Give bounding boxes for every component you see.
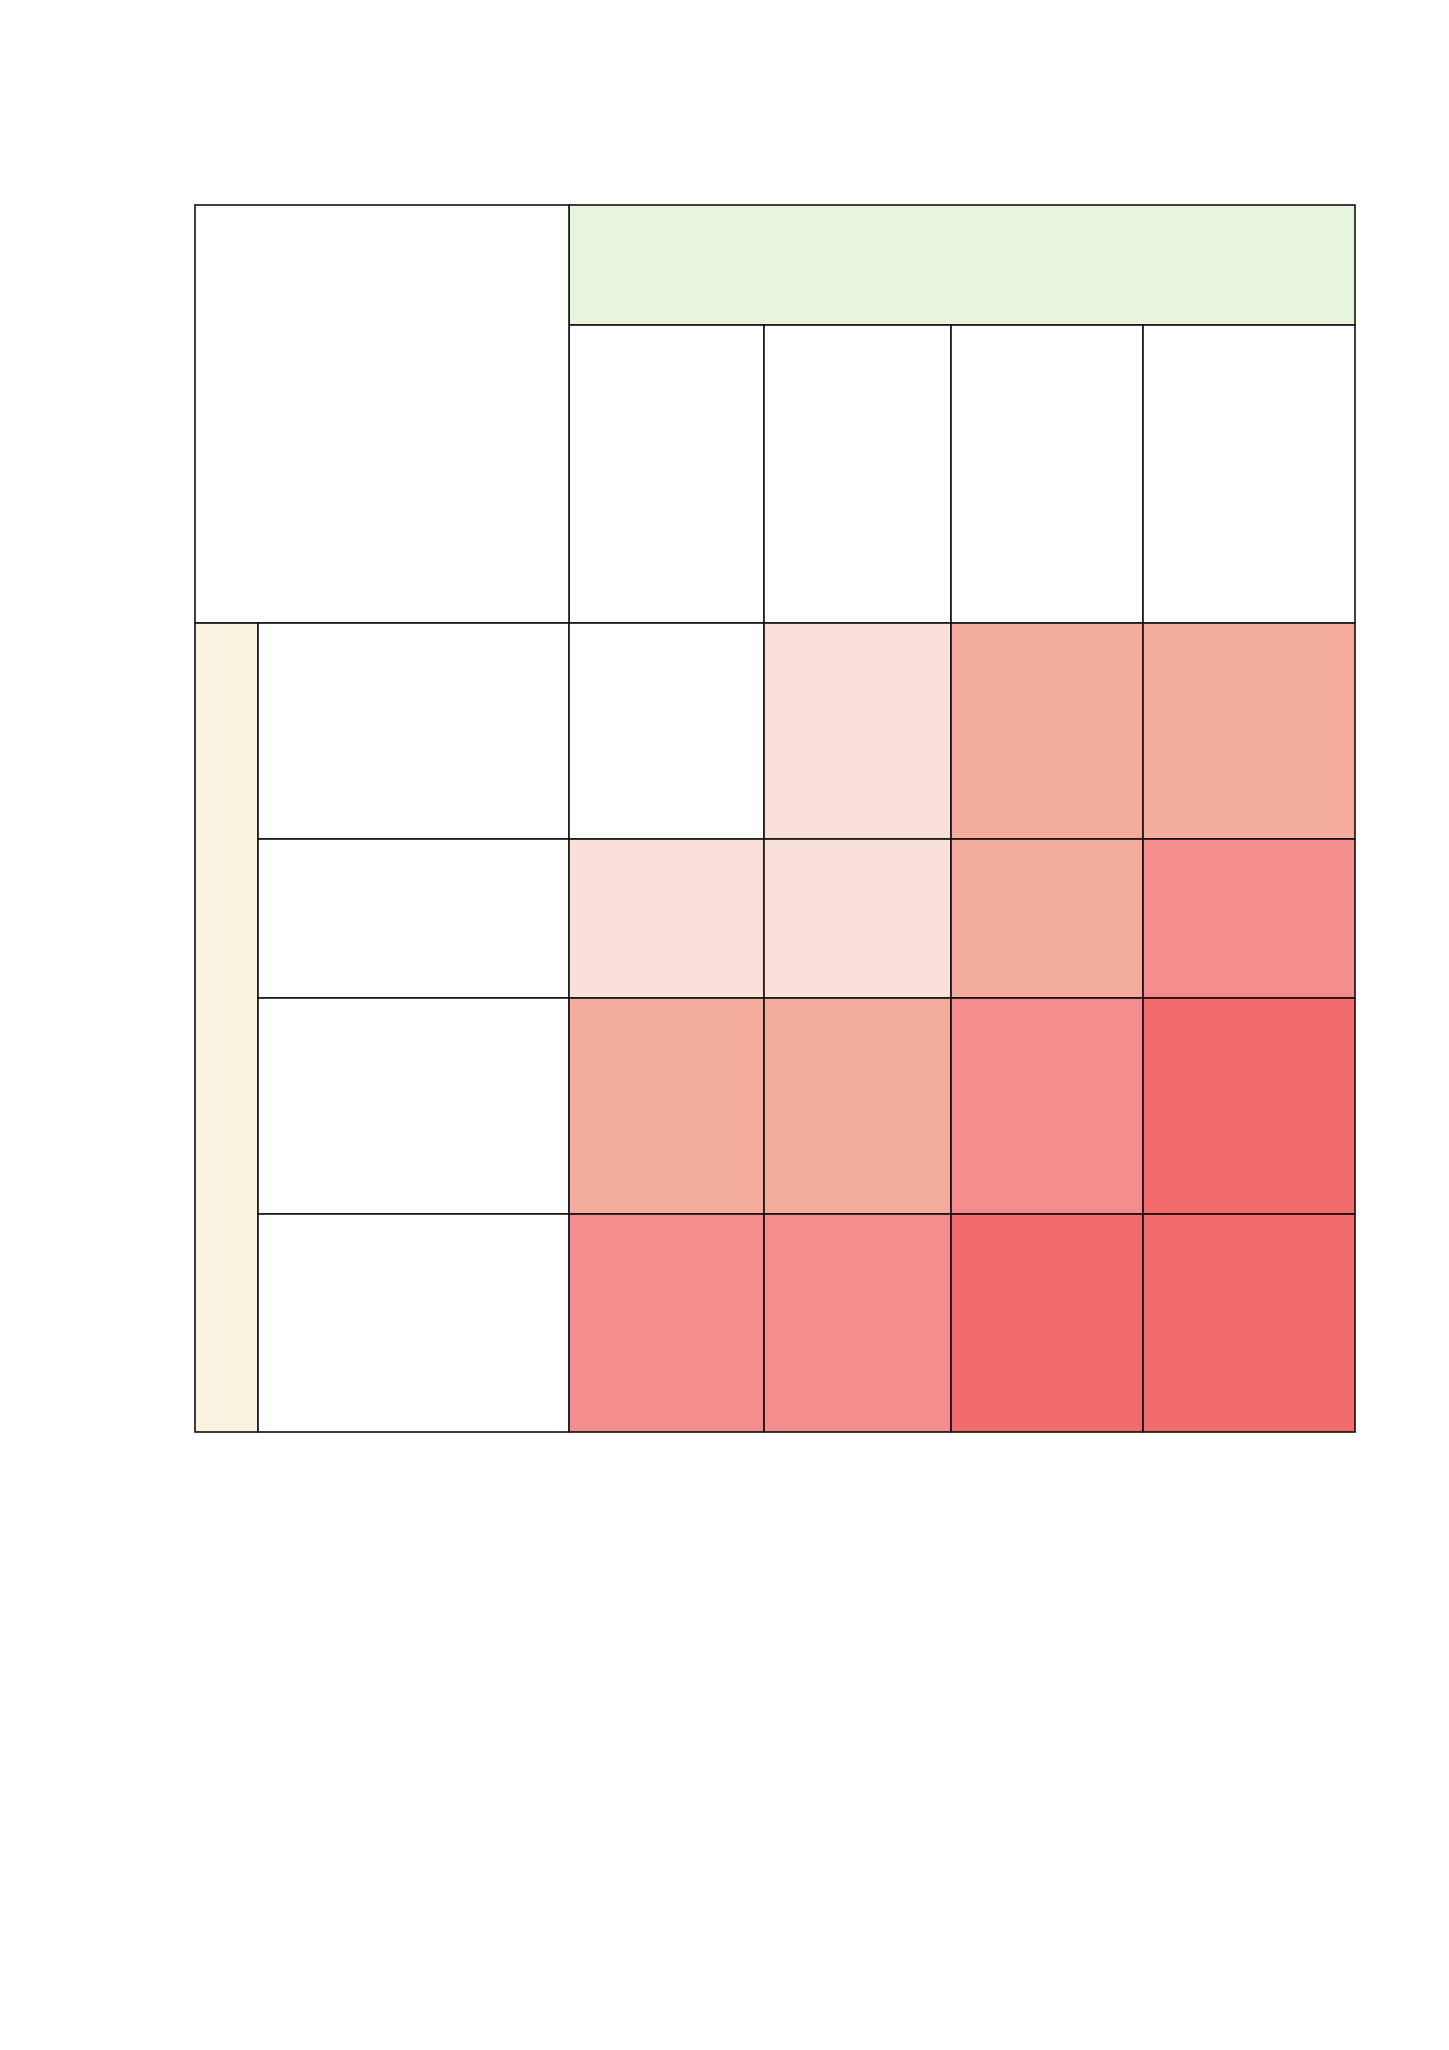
header-band bbox=[568, 204, 1356, 326]
row-header bbox=[257, 997, 570, 1215]
column-header bbox=[1142, 324, 1356, 624]
matrix-cell bbox=[763, 622, 952, 840]
matrix-cell bbox=[568, 622, 765, 840]
matrix-cell bbox=[950, 997, 1144, 1215]
matrix-cell bbox=[950, 622, 1144, 840]
row-header bbox=[257, 838, 570, 999]
column-header bbox=[568, 324, 765, 624]
matrix-cell bbox=[763, 838, 952, 999]
column-header bbox=[763, 324, 952, 624]
matrix-cell bbox=[763, 1213, 952, 1433]
side-band bbox=[194, 622, 259, 1433]
matrix-cell bbox=[568, 1213, 765, 1433]
row-header bbox=[257, 1213, 570, 1433]
column-header bbox=[950, 324, 1144, 624]
corner-cell bbox=[194, 204, 570, 624]
matrix-cell bbox=[1142, 622, 1356, 840]
matrix-cell bbox=[1142, 1213, 1356, 1433]
matrix-cell bbox=[1142, 838, 1356, 999]
matrix-cell bbox=[950, 838, 1144, 999]
matrix-cell bbox=[763, 997, 952, 1215]
matrix-cell bbox=[950, 1213, 1144, 1433]
matrix-cell bbox=[568, 997, 765, 1215]
row-header bbox=[257, 622, 570, 840]
matrix-cell bbox=[1142, 997, 1356, 1215]
matrix-cell bbox=[568, 838, 765, 999]
